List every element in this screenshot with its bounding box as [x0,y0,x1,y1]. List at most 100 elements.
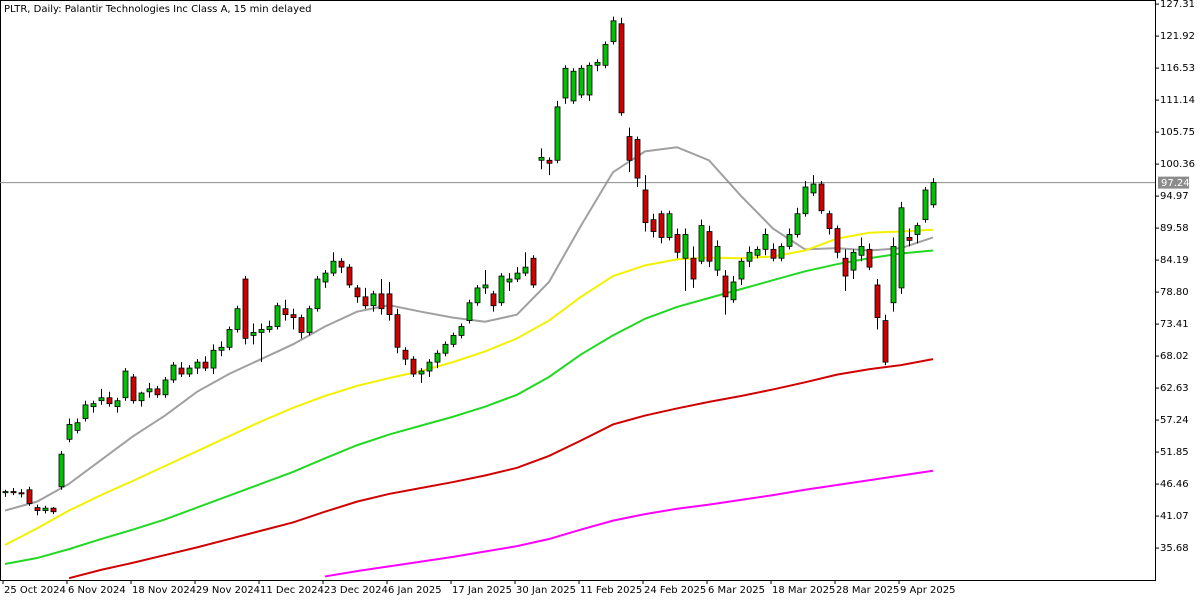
candle-body [354,287,361,298]
candle-body [186,367,193,375]
y-tick-label: 89.58 [1160,223,1189,234]
candle-body [394,314,401,348]
x-tick-label: 18 Mar 2025 [772,585,835,596]
candle-body [922,189,929,221]
candle-body [850,251,857,271]
candle-body [690,257,697,280]
candle-body [610,20,617,42]
candle-body [538,156,545,161]
candle-body [426,361,433,372]
candle-body [138,392,145,402]
candle-body [402,349,409,360]
y-tick-label: 51.85 [1160,447,1189,458]
candle-body [914,225,921,235]
candle-body [234,308,241,330]
moving-average [4,228,934,546]
candle-body [10,491,17,494]
candle-body [490,293,497,307]
y-tick-label: 46.46 [1160,479,1189,490]
y-tick-label: 78.80 [1160,287,1189,298]
candle-body [290,314,297,319]
x-tick-label: 29 Nov 2024 [196,585,260,596]
y-tick-label: 68.02 [1160,351,1189,362]
x-tick-label: 11 Dec 2024 [260,585,324,596]
candle-body [242,278,249,339]
candle-body [714,245,721,271]
candle-body [930,182,937,206]
candle-body [866,248,873,268]
candle-body [330,260,337,274]
candle-body [634,139,641,179]
chart-title: PLTR, Daily: Palantir Technologies Inc C… [4,4,312,15]
x-tick-label: 6 Jan 2025 [388,585,442,596]
y-tick-label: 62.63 [1160,383,1189,394]
candle-body [818,183,825,212]
candle-body [842,257,849,277]
candle-body [66,424,73,440]
candle-body [202,361,209,369]
candle-body [194,361,201,369]
candle-body [146,388,153,393]
candle-body [98,397,105,402]
x-tick-label: 25 Oct 2024 [4,585,66,596]
candle-body [794,213,801,235]
x-tick-label: 30 Jan 2025 [516,585,576,596]
candle-body [674,234,681,253]
x-tick-label: 17 Jan 2025 [452,585,512,596]
candle-body [338,260,345,268]
candle-body [370,293,377,307]
candle-body [874,284,881,319]
candle-body [546,159,553,164]
candle-body [722,275,729,298]
candle-body [154,388,161,396]
candle-body [250,332,257,336]
last-price-label: 97.24 [1161,178,1190,189]
candle-body [26,489,33,504]
candle-body [162,379,169,396]
candle-body [882,320,889,363]
plot-frame [0,0,1156,581]
candle-body [530,257,537,286]
candle-body [906,237,913,241]
candle-body [570,70,577,102]
y-tick-label: 73.41 [1160,319,1189,330]
y-tick-label: 116.53 [1160,63,1195,74]
candle-body [170,364,177,381]
candle-body [890,245,897,304]
y-tick-label: 94.97 [1160,191,1189,202]
x-tick-label: 6 Mar 2025 [708,585,765,596]
x-tick-label: 23 Dec 2024 [324,585,388,596]
candle-body [226,329,233,348]
candle-body [106,397,113,405]
candle-body [834,228,841,253]
candle-body [754,248,761,256]
y-tick-label: 41.07 [1160,511,1189,522]
y-tick-label: 121.92 [1160,31,1195,42]
candle-body [778,245,785,259]
x-tick-label: 24 Feb 2025 [644,585,706,596]
candle-body [178,367,185,375]
candle-body [594,61,601,66]
candle-body [314,278,321,310]
candle-body [42,507,49,511]
candle-body [298,317,305,333]
candle-body [122,370,129,399]
candle-body [522,266,529,274]
candle-body [266,326,273,330]
candle-body [466,302,473,321]
y-tick-label: 84.19 [1160,255,1189,266]
candle-body [18,492,25,495]
last-price-box [1158,176,1189,189]
y-tick-label: 105.75 [1160,127,1195,138]
candle-body [586,64,593,96]
y-tick-label: 127.31 [1160,0,1195,10]
candle-body [898,207,905,289]
candle-body [114,400,121,408]
candle-body [418,370,425,375]
candle-body [258,329,265,333]
candle-body [554,106,561,161]
candle-body [482,284,489,289]
candle-body [738,260,745,280]
y-tick-label: 100.36 [1160,159,1195,170]
candle-body [74,422,81,431]
